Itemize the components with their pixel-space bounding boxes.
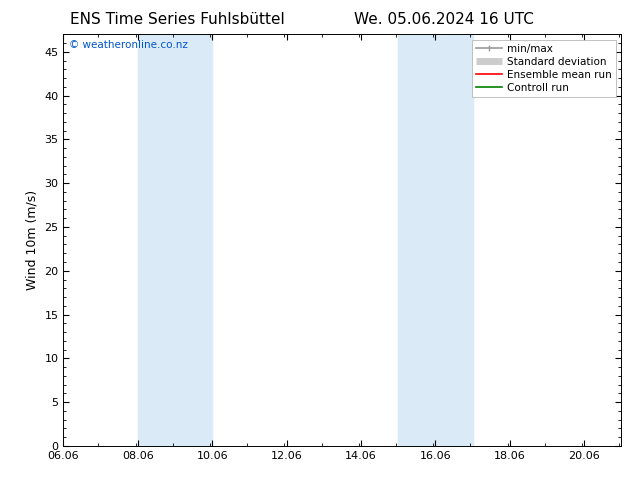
Text: ENS Time Series Fuhlsbüttel: ENS Time Series Fuhlsbüttel [70, 12, 285, 27]
Text: © weatheronline.co.nz: © weatheronline.co.nz [69, 41, 188, 50]
Y-axis label: Wind 10m (m/s): Wind 10m (m/s) [26, 190, 39, 290]
Legend: min/max, Standard deviation, Ensemble mean run, Controll run: min/max, Standard deviation, Ensemble me… [472, 40, 616, 97]
Text: We. 05.06.2024 16 UTC: We. 05.06.2024 16 UTC [354, 12, 534, 27]
Bar [398, 34, 472, 446]
Bar [138, 34, 212, 446]
